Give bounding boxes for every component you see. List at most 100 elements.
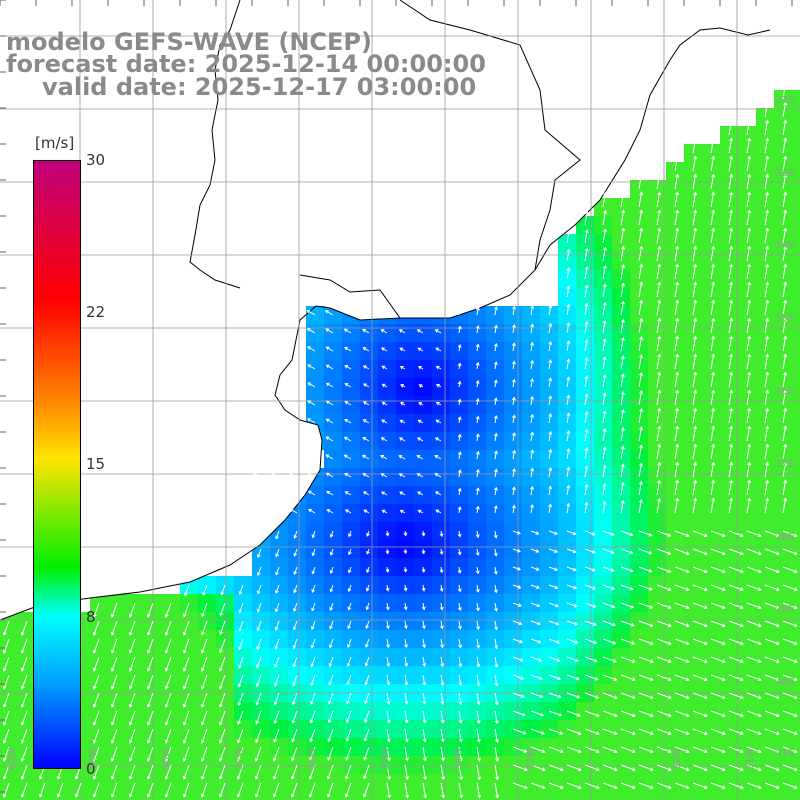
wind-arrow-head (620, 445, 625, 450)
wind-arrow-head (793, 587, 798, 592)
wind-arrow (3, 674, 10, 690)
wind-arrow (638, 318, 643, 334)
wind-cell (486, 792, 504, 800)
wind-arrow-head (327, 738, 332, 743)
wind-arrow (494, 530, 497, 538)
wind-arrow-head (110, 757, 115, 762)
wind-arrow (602, 410, 606, 424)
wind-arrow (363, 365, 370, 370)
wind-arrow-head (182, 793, 187, 798)
wind-arrow-head (92, 631, 97, 636)
wind-arrow (147, 674, 154, 690)
wind-arrow-head (657, 407, 662, 412)
wind-arrow (602, 530, 614, 536)
wind-arrow (692, 408, 697, 424)
wind-arrow (346, 692, 352, 704)
wind-cell (792, 468, 800, 486)
wind-arrow (327, 764, 334, 780)
wind-arrow-head (289, 508, 294, 513)
wind-arrow-head (611, 622, 616, 627)
wind-arrow-head (511, 504, 516, 509)
wind-arrow (728, 138, 733, 154)
wind-arrow-head (92, 685, 97, 690)
wind-arrow-head (254, 793, 259, 798)
wind-arrow-head (711, 479, 716, 484)
wind-arrow-head (404, 738, 409, 743)
wind-arrow-head (657, 497, 662, 502)
wind-arrow (602, 247, 606, 262)
wind-arrow (476, 488, 479, 496)
wind-arrow-head (747, 407, 752, 412)
wind-arrow-head (667, 587, 672, 592)
wind-arrow-head (657, 371, 662, 376)
wind-arrow (348, 584, 352, 592)
wind-arrow (363, 419, 370, 424)
wind-arrow-head (380, 473, 385, 477)
wind-arrow-head (255, 683, 260, 688)
wind-arrow-head (380, 454, 384, 459)
wind-arrow (435, 329, 442, 334)
wind-arrow-head (783, 101, 788, 106)
wind-arrow-head (273, 738, 277, 743)
wind-arrow-head (365, 643, 369, 648)
wind-arrow-head (293, 535, 298, 539)
wind-arrow-head (520, 676, 525, 680)
wind-arrow (746, 674, 762, 681)
wind-arrow-head (512, 342, 516, 347)
wind-arrow-head (783, 461, 788, 466)
wind-arrow (147, 728, 154, 744)
wind-arrow-head (721, 605, 726, 610)
wind-arrow (728, 228, 733, 244)
wind-arrow-head (612, 640, 617, 645)
wind-arrow (458, 620, 461, 629)
wind-arrow (710, 426, 715, 442)
wind-arrow-head (2, 721, 7, 726)
wind-arrow-head (475, 534, 480, 539)
wind-arrow-head (422, 738, 427, 743)
wind-arrow (219, 782, 226, 798)
wind-arrow-head (693, 245, 698, 250)
wind-arrow-head (182, 757, 187, 762)
wind-arrow (312, 530, 316, 538)
wind-arrow (476, 416, 479, 424)
wind-arrow-head (405, 794, 410, 799)
wind-arrow-head (110, 685, 115, 690)
wind-arrow-head (675, 245, 680, 250)
wind-arrow-head (365, 606, 370, 611)
wind-arrow (764, 408, 769, 424)
wind-arrow-head (493, 505, 498, 509)
wind-arrow-head (721, 623, 726, 628)
wind-arrow-head (675, 443, 680, 448)
wind-arrow-head (775, 749, 780, 754)
wind-arrow-head (613, 695, 618, 700)
wind-arrow (764, 336, 769, 352)
wind-arrow-head (765, 371, 770, 376)
wind-arrow-head (711, 335, 716, 340)
wind-arrow (494, 398, 497, 406)
wind-arrow-head (685, 659, 690, 664)
wind-arrow (347, 656, 352, 667)
wind-arrow-head (667, 731, 672, 736)
wind-arrow (638, 530, 652, 537)
wind-arrow-head (475, 433, 480, 438)
wind-arrow-head (685, 605, 690, 610)
wind-arrow (494, 728, 498, 743)
wind-arrow (202, 584, 208, 596)
wind-arrow (764, 138, 769, 154)
wind-arrow-head (92, 613, 97, 618)
wind-arrow (219, 710, 226, 726)
wind-arrow-head (363, 509, 368, 514)
wind-arrow-head (757, 767, 762, 772)
wind-arrow (710, 566, 726, 573)
wind-arrow (638, 674, 654, 681)
wind-arrow (293, 620, 298, 630)
wind-arrow (782, 764, 798, 771)
wind-arrow (620, 192, 625, 208)
wind-arrow-head (128, 685, 133, 690)
wind-arrow-head (512, 323, 516, 328)
wind-arrow-head (434, 473, 439, 477)
wind-arrow-head (747, 443, 752, 448)
wind-arrow (21, 656, 28, 672)
wind-arrow (764, 584, 780, 591)
wind-arrow (308, 509, 316, 514)
